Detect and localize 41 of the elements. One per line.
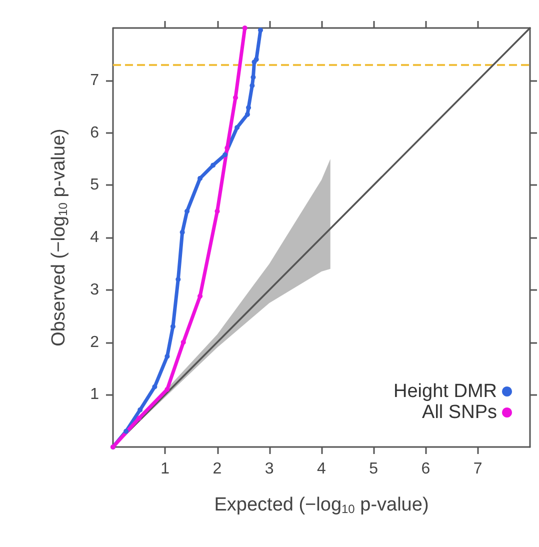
point — [224, 145, 230, 150]
y-tick-label: 7 — [90, 72, 100, 89]
point — [214, 208, 220, 214]
point — [254, 56, 259, 62]
y-tick-label: 2 — [90, 334, 100, 351]
x-tick-label: 1 — [160, 460, 170, 478]
point — [138, 407, 143, 412]
point — [233, 95, 238, 100]
x-tick-label: 4 — [317, 460, 326, 478]
y-axis-title: Observed (−log10 p-value) — [48, 128, 70, 346]
point — [198, 176, 203, 181]
legend-label: Height DMR — [394, 381, 497, 402]
point — [184, 208, 190, 214]
point — [210, 162, 216, 168]
point — [136, 416, 142, 421]
y-tick-label: 6 — [90, 124, 100, 142]
x-tick-label: 3 — [264, 460, 274, 478]
point — [222, 152, 228, 158]
point — [164, 354, 170, 359]
point — [152, 384, 158, 390]
x-tick-label: 6 — [421, 460, 430, 478]
x-tick-label: 7 — [473, 460, 482, 478]
point — [250, 83, 255, 88]
point — [170, 324, 176, 330]
point — [164, 386, 170, 392]
point — [244, 112, 250, 117]
point — [234, 125, 240, 130]
y-tick-label: 4 — [90, 229, 100, 246]
point — [180, 230, 185, 235]
point — [180, 340, 186, 345]
point — [250, 74, 256, 80]
y-tick-label: 1 — [90, 386, 100, 404]
y-tick-label: 3 — [90, 281, 100, 298]
point — [198, 294, 203, 299]
y-tick-label: 5 — [90, 176, 100, 194]
legend-label: All SNPs — [422, 402, 497, 423]
x-tick-label: 5 — [369, 460, 378, 478]
point — [176, 276, 181, 282]
point — [124, 428, 129, 434]
point — [242, 26, 248, 30]
x-tick-label: 2 — [212, 460, 222, 478]
